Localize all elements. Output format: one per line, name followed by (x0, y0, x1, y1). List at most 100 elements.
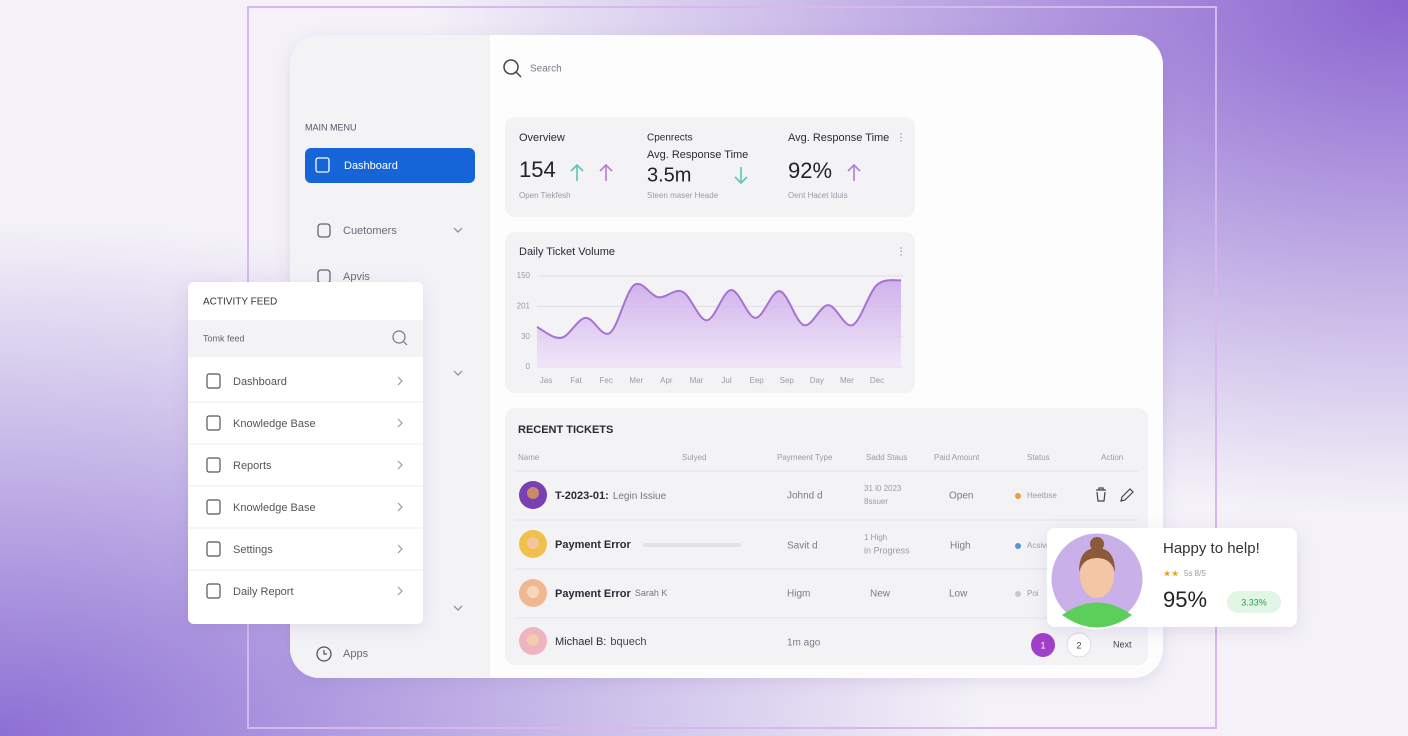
search-icon (503, 59, 519, 75)
search-icon (515, 71, 522, 78)
avatar (527, 634, 539, 646)
feed-item[interactable]: Daily Report (233, 586, 294, 598)
stat-caption: Open Tiekfesh (519, 191, 571, 200)
more-icon[interactable]: ⋮ (896, 133, 906, 144)
detail: 8ssuer (864, 497, 888, 506)
page-button[interactable] (1066, 632, 1092, 658)
x-tick-label: Eep (750, 376, 765, 385)
column-header: Paymeent Type (777, 453, 833, 462)
stat-value: 3.5m (647, 164, 691, 186)
icon (206, 583, 221, 599)
column-header: Sadd Staus (866, 453, 907, 462)
status: Poi (1027, 589, 1039, 598)
feed-title: ACTIVITY FEED (203, 297, 277, 308)
menu-item-active[interactable] (305, 148, 475, 183)
status: Acsive (1027, 541, 1051, 550)
y-tick-label: 150 (517, 271, 531, 280)
feed-search-input[interactable]: Tomk feed (203, 333, 245, 343)
delete-button[interactable] (1096, 487, 1106, 502)
stat-title: Avg. Response Time (788, 132, 889, 144)
search-icon (402, 340, 408, 346)
column-header: Sulyed (682, 453, 706, 462)
page-button-active[interactable] (1031, 633, 1055, 657)
feed-list: Dashboard Knowledge Base Reports Knowledge … (188, 373, 423, 599)
column-header: Status (1027, 453, 1050, 462)
x-tick-label: Mer (840, 376, 854, 385)
menu-item[interactable]: Cuetomers (343, 225, 397, 237)
menu-item[interactable]: Apvis (343, 271, 370, 283)
detail: New (870, 589, 891, 600)
page-number[interactable]: 1 (1040, 640, 1045, 650)
table-title: RECENT TICKETS (518, 424, 613, 436)
ticket-subject: Legin Issiue (613, 491, 667, 502)
menu-item[interactable]: Dashboard (344, 160, 398, 172)
ticket-name: T-2023-01: (555, 490, 609, 502)
icon (323, 650, 327, 655)
stat-caption: Steen maser Heade (647, 191, 719, 200)
avatar (527, 586, 539, 598)
change-value: 3.33% (1241, 597, 1267, 607)
stat-title: Overview (519, 132, 565, 144)
next-button[interactable]: Next (1113, 639, 1132, 649)
row-dividers (515, 470, 1138, 619)
agent: Johnd d (787, 491, 823, 502)
x-tick-label: Mer (629, 376, 643, 385)
profile-photo (1090, 537, 1104, 551)
feed-search[interactable] (188, 320, 423, 357)
icon (206, 415, 221, 431)
chevron (453, 227, 463, 233)
edit-button[interactable] (1120, 488, 1134, 502)
status-dot (1015, 543, 1021, 549)
ticket-name: Payment Error (555, 588, 632, 600)
line (536, 279, 902, 339)
page-number[interactable]: 2 (1076, 640, 1081, 650)
priority: Low (949, 589, 968, 600)
feed-item[interactable]: Dashboard (233, 376, 287, 388)
feed-item[interactable]: Knowledge Base (233, 502, 316, 514)
chevron (397, 502, 403, 512)
profile-photo (1080, 554, 1114, 598)
stat-caption: Oent Hacet Iduis (788, 191, 848, 200)
x-tick-label: Fat (570, 376, 582, 385)
detail: 1 High (864, 533, 887, 542)
agent: Savit d (787, 541, 818, 552)
review-score: 95% (1163, 587, 1207, 612)
detail: 31 l0 2023 (864, 484, 902, 493)
profile-photo (1062, 602, 1132, 628)
stat-title: Cpenrects (647, 133, 693, 144)
trend-up (599, 163, 613, 181)
icon (206, 373, 221, 389)
review-title: Happy to help! (1163, 540, 1260, 557)
icon (315, 157, 330, 173)
feed-item[interactable]: Reports (233, 460, 272, 472)
agent: 1m ago (787, 638, 821, 649)
sidebar-heading: MAIN MENU (305, 122, 357, 132)
search-input[interactable]: Search (530, 64, 562, 75)
x-tick-label: Mar (690, 376, 704, 385)
ticket-subject: bquech (610, 636, 646, 648)
more-icon[interactable]: ⋮ (896, 247, 906, 258)
chevron (397, 586, 403, 596)
ticket-cell: Payment Error Sarah K (555, 588, 667, 600)
x-tick-label: Jul (721, 376, 731, 385)
ticket-name: Payment Error (555, 539, 632, 551)
icon (206, 457, 221, 473)
rating-text: 5s 8/5 (1184, 569, 1206, 578)
stat-subtitle: Avg. Response Time (647, 149, 748, 161)
icon (316, 646, 332, 662)
chevron (397, 376, 403, 386)
feed-item[interactable]: Knowledge Base (233, 418, 316, 430)
plot: 0 30 201 150 Jas Fat Fec Mer Apr Mar Jul Eep Sep Day M… (517, 271, 903, 385)
x-tick-label: Day (810, 376, 824, 385)
y-tick-label: 30 (521, 332, 530, 341)
menu-item[interactable]: Apps (343, 648, 369, 660)
icon (317, 223, 331, 238)
feed-item[interactable]: Settings (233, 544, 273, 556)
progress-bar (643, 543, 741, 547)
ticket-name: Michael B: (555, 636, 606, 648)
tickets-card (505, 408, 1148, 665)
area (537, 280, 901, 367)
chevron (397, 460, 403, 470)
chevron (397, 544, 403, 554)
change-pill (1227, 591, 1281, 613)
